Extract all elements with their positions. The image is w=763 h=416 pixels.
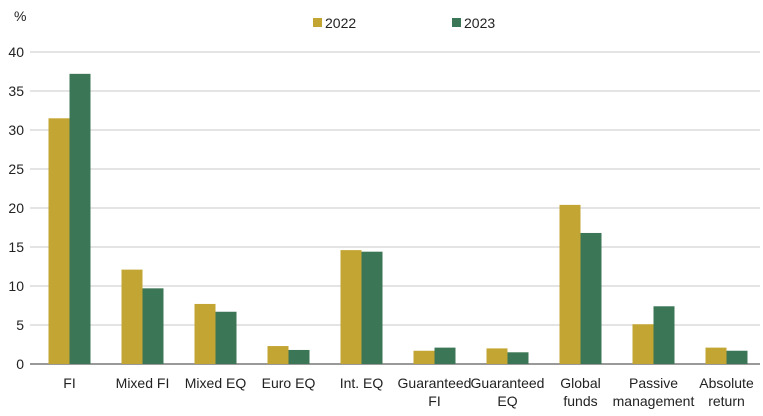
legend-label: 2022 (325, 15, 356, 31)
bar (194, 303, 216, 364)
bar (632, 324, 654, 364)
y-tick-label: 10 (8, 278, 24, 294)
bar (559, 204, 581, 364)
y-tick-label: 20 (8, 200, 24, 216)
x-tick-label: Guaranteed FI (398, 375, 472, 409)
bar (69, 73, 91, 364)
bar (361, 251, 383, 364)
bar (340, 250, 362, 364)
x-tick-label: Euro EQ (262, 375, 316, 391)
bar (48, 118, 70, 364)
y-tick-label: 30 (8, 122, 24, 138)
y-axis-label: % (14, 8, 26, 24)
bar (580, 232, 602, 364)
x-tick-label: Int. EQ (340, 375, 384, 391)
y-tick-label: 15 (8, 239, 24, 255)
bar (653, 306, 675, 364)
legend-label: 2023 (464, 15, 495, 31)
bar (486, 348, 508, 364)
x-tick-label: Guaranteed EQ (471, 375, 545, 409)
y-tick-label: 0 (16, 356, 24, 372)
bar (142, 288, 164, 364)
legend-swatch (452, 18, 461, 27)
bar (267, 346, 289, 364)
y-tick-label: 35 (8, 83, 24, 99)
bar (413, 350, 435, 364)
y-tick-label: 40 (8, 44, 24, 60)
y-tick-label: 5 (16, 317, 24, 333)
bar (705, 347, 727, 364)
bar (507, 352, 529, 364)
x-tick-label: FI (63, 375, 75, 391)
x-tick-label: Absolute return (699, 375, 754, 409)
x-tick-label: Mixed FI (116, 375, 170, 391)
x-tick-label: Mixed EQ (185, 375, 247, 391)
x-tick-label: Global funds (560, 375, 600, 409)
x-tick-label: Passive management (613, 375, 695, 409)
legend-swatch (313, 18, 322, 27)
bar (726, 350, 748, 364)
bar (215, 311, 237, 364)
bar (121, 269, 143, 364)
bar (288, 349, 310, 364)
y-tick-label: 25 (8, 161, 24, 177)
bar (434, 347, 456, 364)
